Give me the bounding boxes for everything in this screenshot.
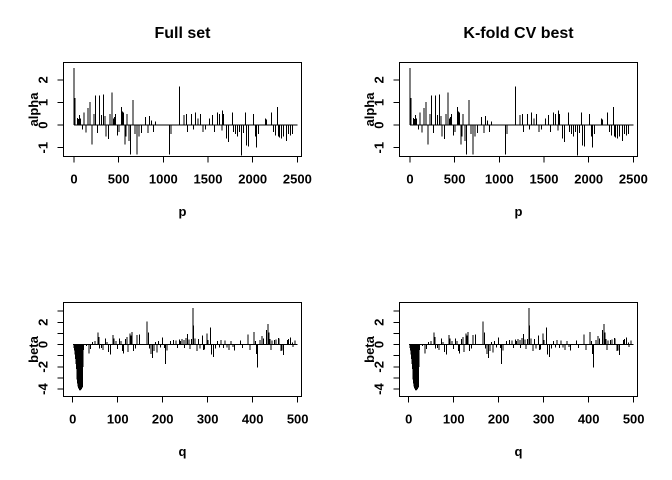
x-tick-label: 0 xyxy=(406,172,413,187)
x-tick-label: 500 xyxy=(623,412,645,427)
y-tick-label: -1 xyxy=(372,142,387,154)
panel-title: Full set xyxy=(154,25,211,42)
y-tick-label: 0 xyxy=(372,121,387,128)
y-axis-label: alpha xyxy=(26,92,41,127)
panel-full-set-alpha: 0 500 1000 1500 2000 2500 -1 0 1 2 p alpha Full set xyxy=(0,0,336,240)
y-tick-label: -4 xyxy=(36,382,51,394)
y-tick-label: 2 xyxy=(372,319,387,326)
axes-box xyxy=(57,302,302,403)
x-tick-label: 300 xyxy=(533,412,555,427)
panel-title: K-fold CV best xyxy=(463,25,574,42)
x-tick-label: 100 xyxy=(443,412,465,427)
x-tick-label: 300 xyxy=(197,412,219,427)
y-tick-label: 0 xyxy=(372,341,387,348)
spike-series xyxy=(409,68,630,156)
x-tick-label: 2000 xyxy=(574,172,603,187)
y-axis-label: beta xyxy=(26,335,41,363)
panel-full-set-beta: 0 100 200 300 400 500 -4 -2 0 2 q beta xyxy=(0,240,336,480)
y-tick-label: -4 xyxy=(372,382,387,394)
spike-series xyxy=(409,307,632,391)
y-tick-label: 0 xyxy=(36,341,51,348)
x-axis-label: p xyxy=(515,204,523,219)
x-tick-label: 400 xyxy=(242,412,264,427)
x-tick-label: 1500 xyxy=(194,172,223,187)
x-tick-label: 400 xyxy=(578,412,600,427)
panel-kfold-cv-best-alpha: 0 500 1000 1500 2000 2500 -1 0 1 2 p alpha K-fold CV… xyxy=(336,0,672,240)
y-tick-label: 1 xyxy=(372,99,387,106)
x-tick-label: 500 xyxy=(444,172,466,187)
x-tick-label: 0 xyxy=(69,412,76,427)
y-tick-label: 2 xyxy=(372,76,387,83)
axes-box xyxy=(57,62,302,163)
y-tick-label: -2 xyxy=(372,361,387,373)
x-tick-label: 2500 xyxy=(619,172,648,187)
x-tick-label: 1000 xyxy=(485,172,514,187)
x-axis-label: q xyxy=(179,444,187,459)
x-tick-label: 0 xyxy=(405,412,412,427)
axes-box xyxy=(393,302,638,403)
x-tick-label: 500 xyxy=(108,172,130,187)
y-tick-label: 2 xyxy=(36,76,51,83)
spike-series xyxy=(73,307,296,391)
y-axis-label: alpha xyxy=(362,92,377,127)
alpha-vs-p-chart-full-set: 0 500 1000 1500 2000 2500 -1 0 1 2 p alpha Full set xyxy=(26,25,312,219)
y-tick-label: -1 xyxy=(36,142,51,154)
x-tick-label: 2000 xyxy=(238,172,267,187)
y-tick-label: 2 xyxy=(36,319,51,326)
x-tick-label: 100 xyxy=(107,412,129,427)
x-tick-label: 200 xyxy=(488,412,510,427)
x-tick-label: 200 xyxy=(152,412,174,427)
axes-box xyxy=(393,62,638,163)
x-axis-label: p xyxy=(179,204,187,219)
spike-series xyxy=(73,68,294,156)
beta-vs-q-chart-kfold-cv-best: 0 100 200 300 400 500 -4 -2 0 2 q beta xyxy=(362,302,645,459)
x-tick-label: 2500 xyxy=(283,172,312,187)
y-tick-label: -2 xyxy=(36,361,51,373)
beta-vs-q-chart-full-set: 0 100 200 300 400 500 -4 -2 0 2 q beta xyxy=(26,302,309,459)
x-tick-label: 0 xyxy=(70,172,77,187)
x-tick-label: 1000 xyxy=(149,172,178,187)
y-tick-label: 0 xyxy=(36,121,51,128)
x-axis-label: q xyxy=(515,444,523,459)
x-tick-label: 1500 xyxy=(530,172,559,187)
y-axis-label: beta xyxy=(362,335,377,363)
x-tick-label: 500 xyxy=(287,412,309,427)
panel-kfold-cv-best-beta: 0 100 200 300 400 500 -4 -2 0 2 q beta xyxy=(336,240,672,480)
alpha-vs-p-chart-kfold-cv-best: 0 500 1000 1500 2000 2500 -1 0 1 2 p alpha K-fold CV… xyxy=(362,25,648,219)
y-tick-label: 1 xyxy=(36,99,51,106)
